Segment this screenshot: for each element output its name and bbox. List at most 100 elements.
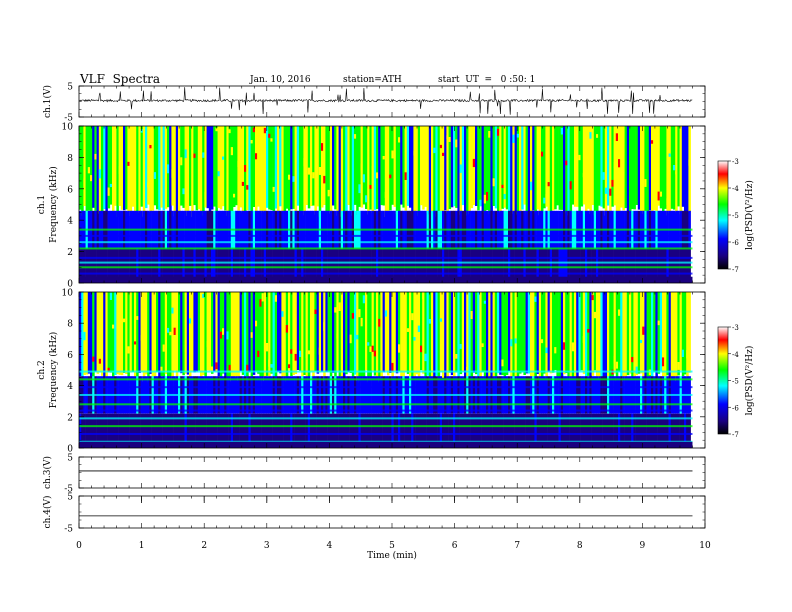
spectrogram-cell bbox=[609, 126, 612, 211]
spectrogram-cell bbox=[417, 325, 420, 333]
spectrogram-cell bbox=[433, 413, 436, 448]
spectrogram-cell bbox=[675, 292, 678, 382]
spectrogram-cell bbox=[270, 138, 273, 142]
spectrogram-cell bbox=[92, 126, 95, 208]
spectrogram-cell bbox=[314, 413, 317, 448]
spectrogram-cell bbox=[398, 344, 401, 353]
spectrogram-cell bbox=[202, 292, 205, 376]
spectrogram-cell bbox=[602, 292, 606, 382]
spectrogram-cell bbox=[635, 126, 639, 205]
spectrogram-cell bbox=[208, 248, 212, 283]
spectrogram-cell bbox=[591, 295, 594, 301]
spectrogram-cell bbox=[228, 126, 232, 217]
spectrogram-cell bbox=[288, 174, 291, 180]
spectrogram-cell bbox=[184, 413, 188, 448]
spectrogram-cell bbox=[604, 292, 608, 380]
spectrogram-cell bbox=[334, 307, 337, 313]
spectrogram-cell bbox=[162, 248, 166, 283]
y-tick-label: -5 bbox=[64, 485, 73, 495]
spectrogram-cell bbox=[679, 248, 683, 283]
spectrogram-cell bbox=[624, 413, 628, 448]
spectrogram-cell bbox=[688, 126, 691, 212]
spectrogram-cell bbox=[354, 248, 357, 283]
spectrogram-cell bbox=[677, 413, 680, 448]
spectrogram-cell bbox=[426, 248, 430, 283]
spectrogram-cell bbox=[244, 165, 247, 172]
spectrogram-cell bbox=[367, 413, 370, 448]
spectrogram-cell bbox=[420, 154, 423, 160]
spectrogram-cell bbox=[657, 191, 660, 201]
spectrogram-cell bbox=[662, 126, 665, 213]
spectrogram-cell bbox=[554, 292, 557, 371]
spectrogram-cell bbox=[631, 413, 634, 448]
spectrogram-cell bbox=[615, 361, 618, 369]
spectrogram-cell bbox=[244, 292, 247, 380]
spectrogram-cell bbox=[222, 156, 225, 160]
spectrogram-cell bbox=[499, 248, 502, 283]
spectrogram-cell bbox=[411, 292, 414, 378]
spectrogram-cell bbox=[261, 292, 265, 382]
spectrogram-cell bbox=[290, 413, 293, 448]
spectrogram-band bbox=[79, 403, 693, 406]
spectrogram-cell bbox=[193, 413, 196, 448]
spectrogram-cell bbox=[235, 126, 238, 206]
spectrogram-cell bbox=[369, 248, 372, 283]
spectrogram-cell bbox=[565, 248, 568, 283]
spectrogram-cell bbox=[479, 292, 482, 378]
colorbar-tick-label: -7 bbox=[732, 266, 739, 274]
spectrogram-cell bbox=[288, 413, 291, 448]
spectrogram-cell bbox=[120, 292, 124, 376]
spectrogram-cell bbox=[189, 292, 192, 380]
spectrogram-cell bbox=[140, 335, 143, 341]
spectrogram-cell bbox=[384, 126, 388, 217]
spectrogram-cell bbox=[596, 413, 599, 448]
spectrogram-cell bbox=[189, 248, 192, 283]
spectrogram-cell bbox=[587, 413, 590, 448]
spectrogram-cell bbox=[171, 169, 174, 178]
spectrogram-cell bbox=[679, 126, 683, 215]
spectrogram-cell bbox=[659, 191, 662, 197]
spectrogram-cell bbox=[668, 126, 672, 214]
spectrogram-cell bbox=[428, 126, 432, 215]
spectrogram-cell bbox=[618, 159, 621, 168]
spectrogram-cell bbox=[261, 248, 265, 283]
spectrogram-cell bbox=[241, 181, 244, 186]
spectrogram-cell bbox=[175, 351, 178, 359]
spectrogram-cell bbox=[554, 248, 557, 283]
spectrogram-cell bbox=[571, 292, 575, 378]
spectrogram-cell bbox=[607, 126, 610, 206]
spectrogram-cell bbox=[310, 175, 313, 183]
spectrogram-cell bbox=[118, 413, 122, 448]
spectrogram-cell bbox=[637, 292, 641, 374]
spectrogram-cell bbox=[659, 413, 663, 448]
spectrogram-cell bbox=[464, 126, 467, 213]
colorbar-tick-label: -3 bbox=[732, 324, 739, 332]
spectrogram-cell bbox=[228, 292, 232, 379]
spectrogram-cell bbox=[574, 413, 577, 448]
spectrogram-cell bbox=[558, 292, 562, 379]
spectrogram-cell bbox=[512, 134, 515, 143]
spectrogram-cell bbox=[472, 248, 476, 283]
spectrogram-cell bbox=[281, 126, 284, 212]
spectrogram-cell bbox=[160, 126, 163, 208]
spectrogram-cell bbox=[378, 126, 381, 217]
spectrogram-cell bbox=[391, 292, 394, 379]
spectrogram-cell bbox=[565, 292, 568, 374]
spectrogram-cell bbox=[345, 126, 348, 212]
spectrogram-cell bbox=[373, 126, 377, 210]
spectrogram-cell bbox=[459, 248, 463, 283]
spectrogram-cell bbox=[497, 292, 500, 374]
spectrogram-cell bbox=[158, 292, 161, 379]
y-tick-label: 0 bbox=[67, 280, 73, 290]
spectrogram-cell bbox=[285, 413, 289, 448]
spectrogram-cell bbox=[560, 413, 564, 448]
spectrogram-cell bbox=[79, 248, 82, 283]
spectrogram-cell bbox=[635, 413, 639, 448]
spectrogram-cell bbox=[653, 292, 656, 373]
spectrogram-cell bbox=[382, 292, 386, 373]
spectrogram-cell bbox=[655, 292, 658, 380]
spectrogram-cell bbox=[635, 248, 639, 283]
spectrogram-cell bbox=[354, 134, 357, 139]
spectrogram-cell bbox=[382, 156, 385, 160]
spectrogram-cell bbox=[334, 248, 337, 283]
